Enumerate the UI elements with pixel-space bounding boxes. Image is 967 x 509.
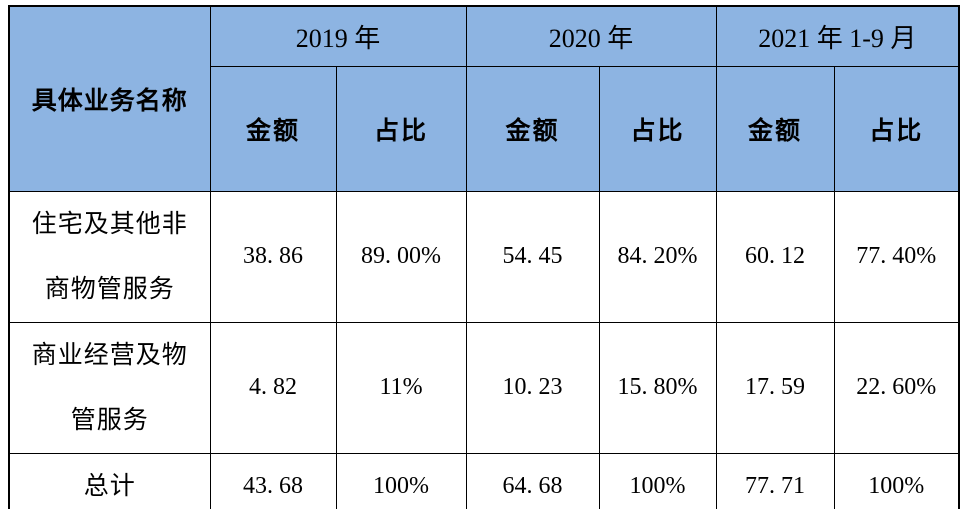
column-header-business-name: 具体业务名称: [8, 5, 211, 192]
column-header-amount-2021: 金额: [715, 65, 835, 192]
business-revenue-table: 具体业务名称 2019 年 2020 年 2021 年 1-9 月 金额 占比 …: [8, 5, 961, 509]
table-header: 具体业务名称 2019 年 2020 年 2021 年 1-9 月 金额 占比 …: [8, 5, 960, 192]
column-group-2020: 2020 年: [465, 5, 717, 67]
column-header-amount-2020: 金额: [465, 65, 600, 192]
column-group-2019: 2019 年: [209, 5, 467, 67]
cell-residential-2021-ratio: 77. 40%: [833, 190, 960, 323]
cell-total-2019-amount: 43. 68: [209, 452, 337, 509]
cell-total-2021-amount: 77. 71: [715, 452, 835, 509]
cell-total-2019-ratio: 100%: [335, 452, 467, 509]
cell-commercial-2019-amount: 4. 82: [209, 321, 337, 454]
header-year-row: 具体业务名称 2019 年 2020 年 2021 年 1-9 月: [8, 5, 960, 192]
column-group-2021: 2021 年 1-9 月: [715, 5, 960, 67]
row-label-total: 总计: [8, 452, 211, 509]
cell-total-2020-amount: 64. 68: [465, 452, 600, 509]
table-row-total: 总计 43. 68 100% 64. 68 100% 77. 71 100%: [8, 452, 960, 509]
row-label-commercial: 商业经营及物 管服务: [8, 321, 211, 454]
cell-total-2020-ratio: 100%: [598, 452, 717, 509]
column-header-ratio-2020: 占比: [598, 65, 717, 192]
cell-commercial-2020-amount: 10. 23: [465, 321, 600, 454]
cell-residential-2020-amount: 54. 45: [465, 190, 600, 323]
cell-residential-2021-amount: 60. 12: [715, 190, 835, 323]
cell-residential-2019-amount: 38. 86: [209, 190, 337, 323]
cell-commercial-2021-amount: 17. 59: [715, 321, 835, 454]
table-row-residential: 住宅及其他非 商物管服务 38. 86 89. 00% 54. 45 84. 2…: [8, 190, 960, 323]
column-header-ratio-2019: 占比: [335, 65, 467, 192]
row-label-residential: 住宅及其他非 商物管服务: [8, 190, 211, 323]
column-header-amount-2019: 金额: [209, 65, 337, 192]
cell-commercial-2021-ratio: 22. 60%: [833, 321, 960, 454]
cell-residential-2019-ratio: 89. 00%: [335, 190, 467, 323]
cell-commercial-2020-ratio: 15. 80%: [598, 321, 717, 454]
header-metric-row: 金额 占比 金额 占比 金额 占比: [9, 65, 960, 192]
column-header-ratio-2021: 占比: [833, 65, 960, 192]
table-body: 住宅及其他非 商物管服务 38. 86 89. 00% 54. 45 84. 2…: [8, 190, 960, 509]
table-row-commercial: 商业经营及物 管服务 4. 82 11% 10. 23 15. 80% 17. …: [8, 321, 960, 454]
cell-commercial-2019-ratio: 11%: [335, 321, 467, 454]
cell-residential-2020-ratio: 84. 20%: [598, 190, 717, 323]
cell-total-2021-ratio: 100%: [833, 452, 960, 509]
